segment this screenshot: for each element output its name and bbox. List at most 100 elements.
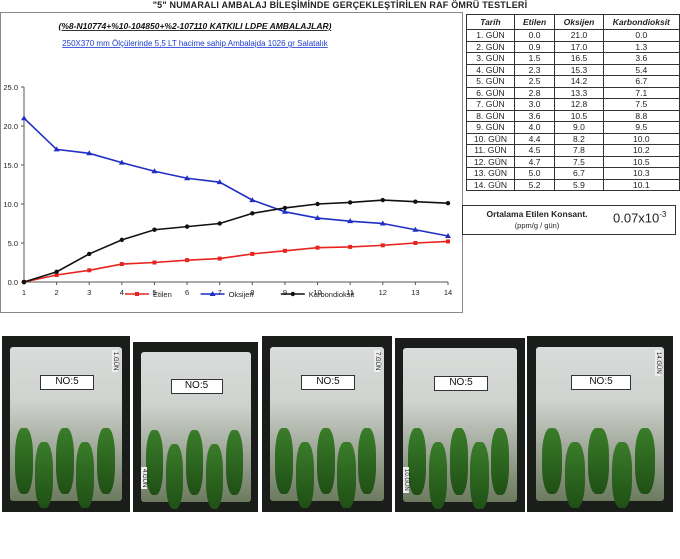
data-point [151, 168, 158, 174]
x-tick-label: 11 [346, 288, 354, 297]
cucumber [428, 442, 447, 509]
data-point [217, 221, 222, 226]
x-tick-label: 10 [313, 288, 321, 297]
table-cell: 0.0 [602, 29, 680, 42]
cucumber [635, 427, 656, 495]
average-value-base: 0.07x10 [613, 210, 660, 226]
data-point [87, 251, 92, 257]
x-tick-label: 2 [55, 288, 59, 297]
x-tick-label: 1 [22, 288, 26, 297]
table-row: 6. GÜN 2.8 13.3 7.1 [466, 86, 680, 99]
y-tick-label: 15.0 [3, 161, 18, 170]
packaging-photo: NO:5 1.GÜN [2, 336, 130, 512]
data-point [152, 260, 157, 265]
day-tag: 7.GÜN [374, 350, 380, 373]
table-header: Etilen [513, 14, 556, 30]
table-cell: 1.3 [602, 40, 680, 53]
table-cell: 5.0 [513, 167, 556, 180]
table-cell: 4.7 [513, 155, 556, 168]
table-cell: 7.5 [602, 98, 680, 111]
table-cell: 13. GÜN [466, 167, 515, 180]
table-cell: 10.5 [602, 155, 680, 168]
series-line-etilen [23, 240, 449, 283]
table-cell: 16.5 [554, 52, 604, 65]
data-point [119, 237, 125, 243]
table-cell: 5.2 [513, 178, 556, 191]
cucumber [225, 430, 243, 495]
x-tick-label: 8 [250, 288, 254, 297]
table-cell: 10.0 [602, 132, 680, 145]
cucumber [35, 441, 54, 509]
table-cell: 9. GÜN [466, 121, 515, 134]
cucumber [145, 430, 163, 495]
data-point [21, 115, 27, 121]
bag-label: NO:5 [40, 374, 94, 390]
data-point [347, 218, 354, 224]
cucumber [76, 441, 95, 509]
data-point [152, 227, 157, 232]
data-point [54, 269, 59, 275]
table-cell: 8.8 [602, 109, 680, 122]
legend-label: Etilen [153, 290, 172, 299]
data-point [281, 208, 288, 214]
table-row: 7. GÜN 3.0 12.8 7.5 [466, 98, 680, 111]
table-cell: 5.4 [602, 63, 680, 76]
data-point [348, 244, 353, 249]
cucumber [205, 444, 223, 509]
day-tag: 1.GÜN [112, 350, 118, 373]
cucumber [55, 427, 74, 495]
y-tick-label: 25.0 [3, 83, 18, 92]
packaging-photo: NO:5 10.GÜN [395, 338, 525, 512]
cucumber [564, 441, 586, 509]
table-cell: 2.3 [513, 63, 556, 76]
table-cell: 17.0 [554, 40, 604, 53]
table-cell: 2.5 [513, 75, 556, 88]
cucumber [337, 441, 356, 509]
data-point [216, 179, 223, 185]
table-cell: 15.3 [554, 63, 604, 76]
x-tick-label: 3 [87, 288, 91, 297]
chart-axes: 0.05.010.015.020.025.01 2 3 4 5 6 7 8 9 10 11 12 13 1… [3, 83, 452, 297]
chart-frame [0, 12, 463, 313]
table-cell: 10. GÜN [466, 132, 515, 145]
data-point [282, 248, 287, 253]
table-cell: 4.4 [513, 132, 556, 145]
average-value-exponent: -3 [659, 210, 667, 219]
table-cell: 3.6 [602, 52, 680, 65]
cucumber [358, 427, 377, 495]
legend-marker [135, 292, 139, 296]
packaging-photo: NO:5 14.GÜN [527, 336, 673, 512]
data-point [445, 201, 451, 206]
cucumber [541, 427, 563, 495]
table-cell: 6. GÜN [466, 86, 515, 99]
cucumber [316, 427, 335, 495]
chart-series [21, 115, 451, 285]
x-tick-label: 4 [120, 288, 124, 297]
day-tag: 10.GÜN [403, 467, 409, 493]
data-point [184, 175, 191, 181]
table-cell: 10.5 [554, 109, 604, 122]
table-cell: 2.8 [513, 86, 556, 99]
x-tick-label: 5 [152, 288, 156, 297]
y-tick-label: 5.0 [8, 239, 18, 248]
table-row: 13. GÜN 5.0 6.7 10.3 [466, 167, 680, 180]
cucumber [185, 430, 203, 495]
table-cell: 9.0 [554, 121, 604, 134]
cucumber [408, 428, 427, 495]
table-header: Oksijen [554, 14, 604, 30]
table-cell: 5.9 [554, 178, 604, 191]
x-tick-label: 6 [185, 288, 189, 297]
packaging-photo: NO:5 4.GÜN [133, 342, 258, 512]
legend-label: Karbondioksit [309, 290, 355, 299]
table-row: 2. GÜN 0.9 17.0 1.3 [466, 40, 680, 53]
data-point [446, 239, 450, 244]
bag-label: NO:5 [434, 376, 488, 392]
x-tick-label: 13 [411, 288, 419, 297]
line-chart: (%8-N10774+%10-104850+%2-107110 KATKILI … [0, 12, 463, 314]
cucumber [96, 427, 115, 495]
cucumber [449, 428, 468, 495]
table-row: 10. GÜN 4.4 8.2 10.0 [466, 132, 680, 145]
y-tick-label: 20.0 [3, 122, 18, 131]
table-cell: 9.5 [602, 121, 680, 134]
table-row: 5. GÜN 2.5 14.2 6.7 [466, 75, 680, 88]
